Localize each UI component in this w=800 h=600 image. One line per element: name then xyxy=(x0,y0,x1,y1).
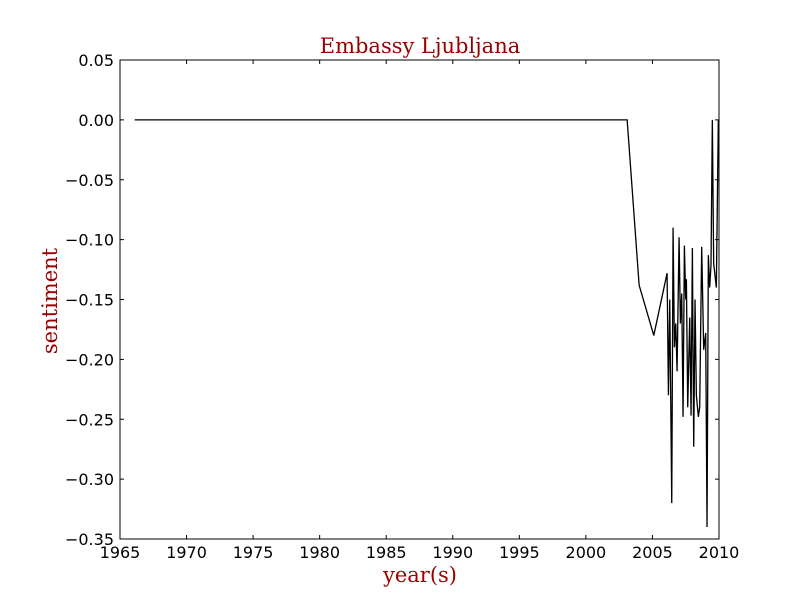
y-tick-label: −0.15 xyxy=(65,291,114,310)
y-tick-label: −0.20 xyxy=(65,350,114,369)
y-tick-label: 0.05 xyxy=(78,51,114,70)
x-tick-label: 1975 xyxy=(233,543,274,562)
y-tick-label: 0.00 xyxy=(78,111,114,130)
series-line-0 xyxy=(134,119,719,528)
x-axis: 1965 1970 1975 1980 1985 1990 1995 2000 2005 2010 xyxy=(100,60,740,562)
y-tick-label: −0.05 xyxy=(65,171,114,190)
x-tick-label: 1965 xyxy=(100,543,141,562)
x-tick-label: 2010 xyxy=(699,543,740,562)
x-tick-label: 1995 xyxy=(499,543,540,562)
chart-title: Embassy Ljubljana xyxy=(320,34,521,58)
x-tick-label: 1990 xyxy=(432,543,473,562)
y-tick-label: −0.30 xyxy=(65,470,114,489)
x-axis-label: year(s) xyxy=(382,563,457,587)
x-tick-label: 2000 xyxy=(566,543,607,562)
x-tick-label: 1980 xyxy=(299,543,340,562)
y-tick-label: −0.25 xyxy=(65,410,114,429)
y-axis: 0.05 0.00 −0.05 −0.10 −0.15 −0.20 −0.25 −0.30 −0… xyxy=(65,51,719,549)
y-axis-label: sentiment xyxy=(38,247,62,354)
x-tick-label: 1985 xyxy=(366,543,407,562)
y-tick-label: −0.35 xyxy=(65,530,114,549)
x-tick-label: 2005 xyxy=(632,543,673,562)
y-tick-label: −0.10 xyxy=(65,231,114,250)
x-tick-label: 1970 xyxy=(166,543,207,562)
